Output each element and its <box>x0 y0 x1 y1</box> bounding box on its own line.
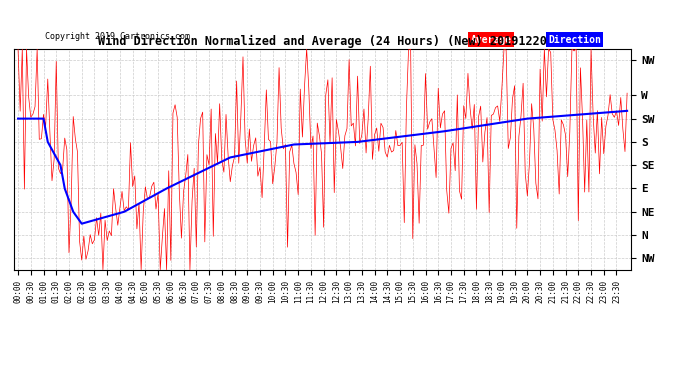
Text: Direction: Direction <box>548 35 601 45</box>
Text: Copyright 2019 Cartronics.com: Copyright 2019 Cartronics.com <box>45 32 190 41</box>
Title: Wind Direction Normalized and Average (24 Hours) (New) 20191220: Wind Direction Normalized and Average (2… <box>98 34 547 48</box>
Text: Average: Average <box>471 35 512 45</box>
